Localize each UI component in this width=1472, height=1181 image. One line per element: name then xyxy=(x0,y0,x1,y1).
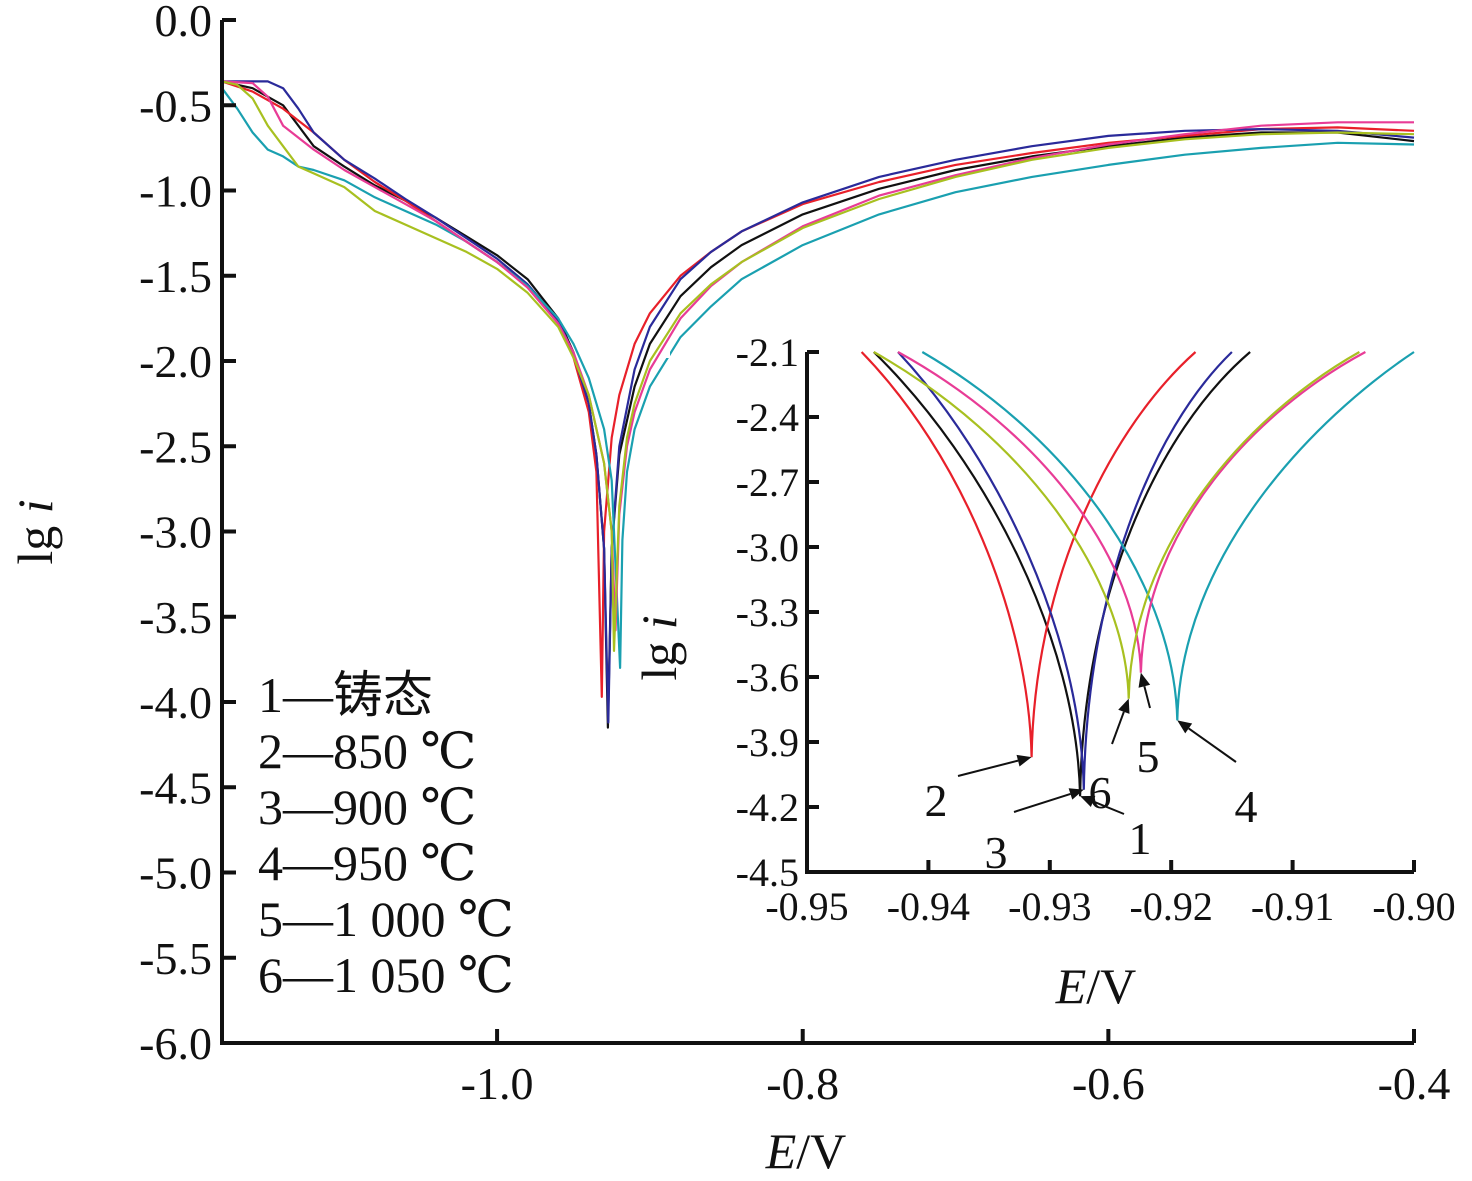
inset-curves xyxy=(860,351,1415,797)
inset-y-axis-title-italic: i xyxy=(631,615,687,629)
inset-x-tick-label: -0.92 xyxy=(1130,884,1213,929)
inset-plot: -2.1 -2.4 -2.7 -3.0 -3.3 -3.6 -3.9 -4.2 -4.5 -0.… xyxy=(631,330,1456,1014)
legend-entry: 5—1 000 ℃ xyxy=(258,891,514,947)
callout-label: 4 xyxy=(1235,781,1258,832)
callout-label: 6 xyxy=(1089,767,1112,818)
main-y-tick-label: 0.0 xyxy=(155,0,213,46)
main-y-tick-label: -5.0 xyxy=(139,848,212,899)
main-series-line xyxy=(221,87,1415,669)
main-series-line xyxy=(221,80,1415,698)
main-x-tick-label: -1.0 xyxy=(461,1058,534,1109)
inset-series-line xyxy=(873,351,1251,797)
main-x-tick-label: -0.4 xyxy=(1378,1058,1451,1109)
callout-leader xyxy=(1013,792,1071,813)
inset-series-line xyxy=(860,351,1197,758)
main-x-ticks: -1.0 -0.8 -0.6 -0.4 xyxy=(461,1029,1451,1109)
inset-y-tick-label: -4.2 xyxy=(736,785,799,830)
legend-entry: 1—铸态 xyxy=(258,667,433,723)
main-y-tick-label: -3.5 xyxy=(139,592,212,643)
inset-y-tick-label: -4.5 xyxy=(736,850,799,895)
main-series-line xyxy=(221,80,1415,729)
inset-background-spacer xyxy=(664,348,670,358)
legend: 1—铸态2—850 ℃3—900 ℃4—950 ℃5—1 000 ℃6—1 05… xyxy=(258,667,514,1003)
main-x-axis-title-unit: /V xyxy=(796,1123,846,1179)
main-x-axis-title: E/V xyxy=(765,1123,847,1179)
main-series-line xyxy=(222,80,1415,724)
main-y-tick-label: -1.0 xyxy=(139,166,212,217)
legend-entry: 3—900 ℃ xyxy=(258,779,476,835)
callout-arrowhead xyxy=(1016,754,1032,767)
callout-arrowhead xyxy=(1080,795,1096,807)
legend-entry: 2—850 ℃ xyxy=(258,723,476,779)
main-y-tick-label: -2.0 xyxy=(139,336,212,387)
callout-arrowhead xyxy=(1138,672,1151,688)
inset-y-tick-label: -3.0 xyxy=(736,525,799,570)
main-y-tick-label: -4.5 xyxy=(139,762,212,813)
callout-label: 1 xyxy=(1129,813,1152,864)
callout-label: 3 xyxy=(985,827,1008,878)
inset-x-tick-label: -0.90 xyxy=(1372,884,1455,929)
main-y-tick-label: -3.0 xyxy=(139,507,212,558)
callout-leader xyxy=(1092,800,1125,815)
callout-leader xyxy=(1111,711,1125,745)
main-y-tick-label: -6.0 xyxy=(139,1018,212,1069)
callout-arrowhead xyxy=(1118,698,1130,714)
inset-y-tick-label: -2.4 xyxy=(736,395,799,440)
main-y-tick-label: -1.5 xyxy=(139,251,212,302)
inset-y-tick-label: -2.7 xyxy=(736,460,799,505)
main-y-tick-label: -0.5 xyxy=(139,80,212,131)
inset-series-line xyxy=(897,351,1233,790)
main-y-tick-label: -4.0 xyxy=(139,677,212,728)
main-x-tick-label: -0.8 xyxy=(766,1058,839,1109)
callout-leader xyxy=(1188,727,1237,763)
main-y-axis-title-main: lg xyxy=(7,513,63,564)
inset-y-ticks: -2.1 -2.4 -2.7 -3.0 -3.3 -3.6 -3.9 -4.2 -4.5 xyxy=(736,330,819,895)
main-y-tick-label: -2.5 xyxy=(139,421,212,472)
main-x-axis-title-italic: E xyxy=(765,1123,797,1179)
inset-x-axis-title-italic: E xyxy=(1055,958,1087,1014)
legend-entry: 6—1 050 ℃ xyxy=(258,947,514,1003)
inset-x-axis-title-unit: /V xyxy=(1086,958,1136,1014)
main-series-line xyxy=(221,80,1415,652)
inset-y-axis-title-main: lg xyxy=(631,629,687,680)
inset-x-tick-label: -0.94 xyxy=(887,884,970,929)
inset-y-axis-title: lg i xyxy=(631,615,687,680)
inset-x-tick-label: -0.91 xyxy=(1251,884,1334,929)
inset-y-tick-label: -2.1 xyxy=(736,330,799,375)
inset-x-tick-label: -0.93 xyxy=(1008,884,1091,929)
main-y-axis-title-italic: i xyxy=(7,499,63,513)
main-curves xyxy=(221,80,1415,729)
inset-x-axis-title: E/V xyxy=(1055,958,1137,1014)
callout-label: 2 xyxy=(925,775,948,826)
callout-leader xyxy=(1143,685,1151,709)
inset-y-tick-label: -3.3 xyxy=(736,590,799,635)
main-y-axis-title: lg i xyxy=(7,499,63,564)
legend-entry: 4—950 ℃ xyxy=(258,835,476,891)
inset-x-ticks: -0.95 -0.94 -0.93 -0.92 -0.91 -0.90 xyxy=(765,860,1456,929)
main-y-tick-label: -5.5 xyxy=(139,933,212,984)
inset-series-line xyxy=(897,351,1366,673)
inset-x-tick-label: -0.95 xyxy=(765,884,848,929)
main-plot: 0.0-0.5-1.0-1.5-2.0-2.5-3.0-3.5-4.0-4.5-… xyxy=(7,0,1450,1179)
callout-leader xyxy=(957,759,1019,777)
main-y-ticks: 0.0 -0.5 -1.0 -1.5 -2.0 -2.5 -3.0 -3.5 -4.0 -4.5 -… xyxy=(139,0,236,1069)
inset-y-tick-label: -3.6 xyxy=(736,655,799,700)
callout-arrowhead xyxy=(1177,720,1193,734)
main-x-tick-label: -0.6 xyxy=(1072,1058,1145,1109)
inset-y-tick-label: -3.9 xyxy=(736,720,799,765)
inset-callouts: 1 23 4 56 xyxy=(925,672,1258,878)
inset-series-line xyxy=(921,351,1415,721)
callout-arrowhead xyxy=(1068,788,1084,800)
callout-label: 5 xyxy=(1137,731,1160,782)
